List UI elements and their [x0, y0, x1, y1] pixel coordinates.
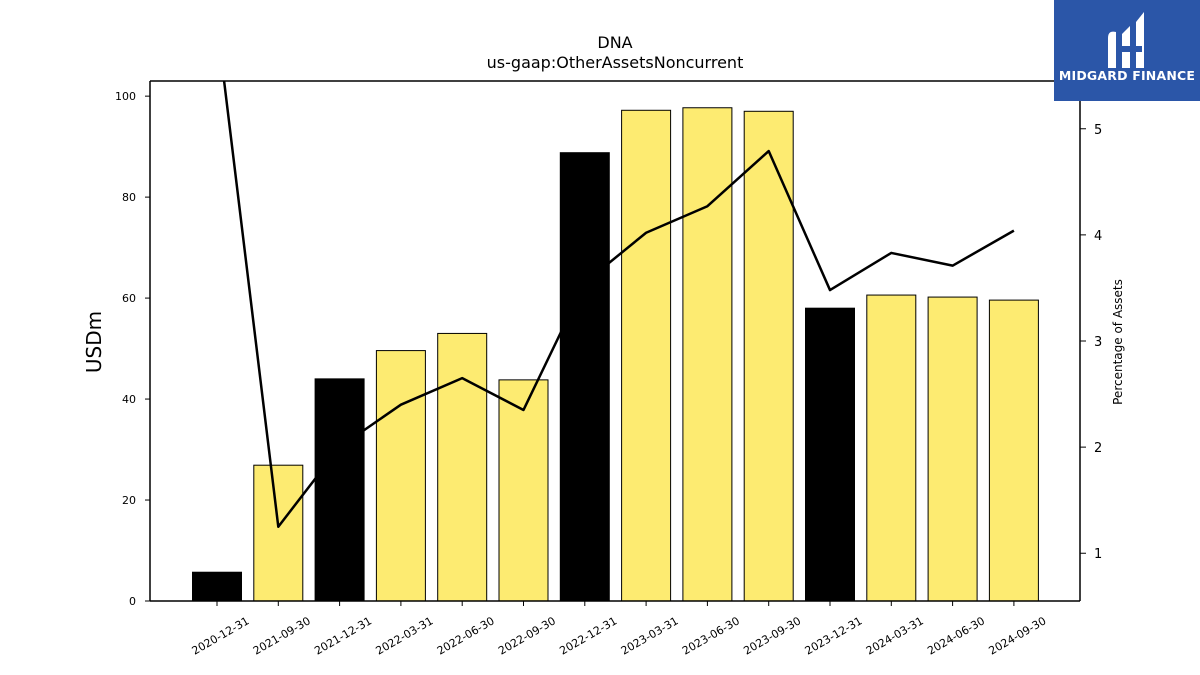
chart-subtitle: us-gaap:OtherAssetsNoncurrent — [487, 53, 744, 72]
bar-2024-06-30 — [927, 296, 978, 602]
bar-2023-03-31 — [621, 109, 672, 602]
x-tick-label-2024-03-31: 2024-03-31 — [864, 614, 926, 657]
brand-name: MIDGARD FINANCE — [1058, 68, 1196, 83]
y-tick-label-20: 20 — [122, 494, 136, 507]
midgard-logo-icon — [1108, 12, 1144, 68]
bars-group — [192, 107, 1039, 602]
bar-2021-09-30 — [253, 464, 304, 602]
bar-2023-12-31 — [805, 307, 855, 602]
bar-2022-09-30 — [498, 379, 549, 602]
line-series — [222, 81, 1015, 528]
y2-tick-label-4: 4 — [1094, 229, 1102, 244]
bar-2024-09-30 — [988, 299, 1039, 602]
bar-2022-06-30 — [437, 332, 488, 602]
x-tick-label-2021-12-31: 2021-12-31 — [312, 614, 374, 657]
bar-2024-03-31 — [866, 294, 917, 602]
y-tick-label-80: 80 — [122, 191, 136, 204]
y-tick-label-60: 60 — [122, 292, 136, 305]
x-tick-label-2023-12-31: 2023-12-31 — [803, 614, 865, 657]
x-tick-label-2021-09-30: 2021-09-30 — [251, 614, 313, 657]
y2-tick-label-2: 2 — [1094, 441, 1102, 456]
bar-2021-12-31 — [314, 378, 365, 602]
x-tick-label-2022-03-31: 2022-03-31 — [374, 614, 436, 657]
bar-2022-03-31 — [375, 350, 426, 602]
x-tick-label-2022-06-30: 2022-06-30 — [435, 614, 497, 657]
y2-axis-label: Percentage of Assets — [1111, 279, 1125, 405]
x-tick-label-2022-12-31: 2022-12-31 — [557, 614, 619, 657]
x-tick-label-2023-03-31: 2023-03-31 — [619, 614, 681, 657]
x-tick-label-2024-09-30: 2024-09-30 — [987, 614, 1049, 657]
y2-tick-label-3: 3 — [1094, 335, 1102, 350]
y2-tick-label-5: 5 — [1094, 123, 1102, 138]
y-tick-label-40: 40 — [122, 393, 136, 406]
x-tick-label-2020-12-31: 2020-12-31 — [190, 614, 252, 657]
chart-title: DNA — [597, 33, 632, 52]
y2-tick-label-1: 1 — [1094, 547, 1102, 562]
y-tick-label-0: 0 — [129, 595, 136, 608]
bar-2023-06-30 — [682, 107, 733, 602]
y-tick-label-100: 100 — [115, 90, 136, 103]
line-group — [222, 81, 1015, 528]
x-tick-label-2023-06-30: 2023-06-30 — [680, 614, 742, 657]
x-tick-label-2022-09-30: 2022-09-30 — [496, 614, 558, 657]
bar-2020-12-31 — [192, 571, 242, 602]
bar-2022-12-31 — [559, 152, 610, 602]
x-tick-label-2023-09-30: 2023-09-30 — [741, 614, 803, 657]
y-axis-label: USDm — [82, 311, 106, 373]
x-tick-label-2024-06-30: 2024-06-30 — [925, 614, 987, 657]
bar-2023-09-30 — [743, 110, 794, 602]
brand-logo: MIDGARD FINANCE — [1054, 0, 1200, 101]
